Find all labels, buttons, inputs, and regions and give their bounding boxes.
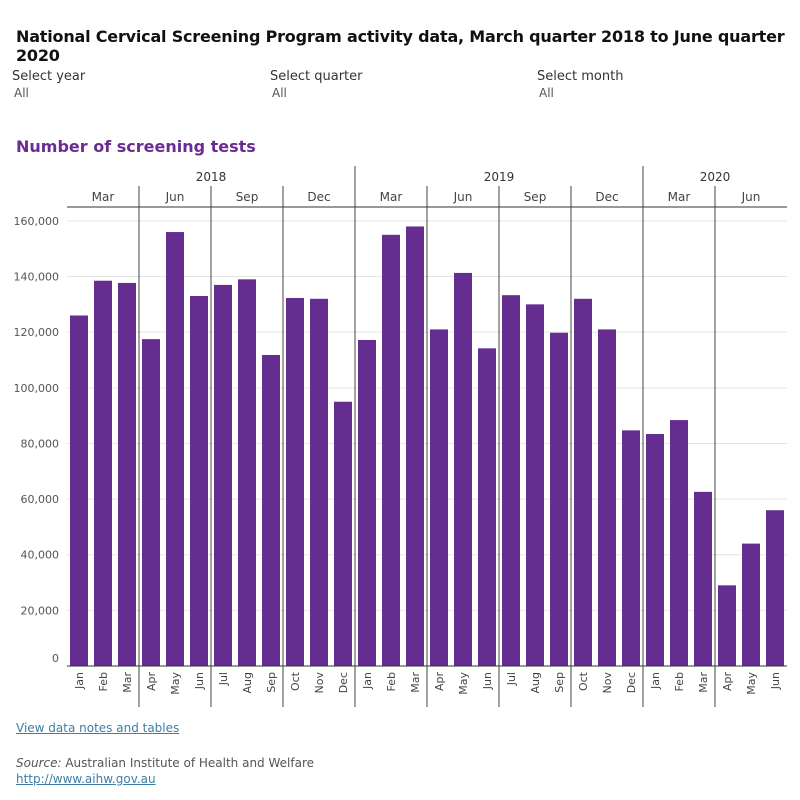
month-label: Mar: [697, 672, 710, 693]
bar: [550, 332, 568, 666]
quarter-filter-value[interactable]: All: [272, 86, 287, 100]
year-label: 2018: [196, 170, 227, 184]
month-label: Nov: [313, 672, 326, 694]
quarter-label: Mar: [668, 190, 691, 204]
bar: [358, 339, 376, 666]
month-filter-label: Select month: [537, 69, 624, 84]
y-tick-label: 160,000: [14, 215, 60, 228]
month-label: Apr: [721, 672, 734, 692]
y-tick-label: 40,000: [21, 549, 60, 562]
bar: [670, 420, 688, 666]
source-line: Source: Australian Institute of Health a…: [16, 756, 314, 770]
y-tick-label: 0: [52, 652, 59, 665]
data-notes-link[interactable]: View data notes and tables: [16, 721, 180, 735]
bar: [694, 491, 712, 666]
bar: [382, 234, 400, 666]
bar: [190, 296, 208, 666]
y-tick-label: 140,000: [14, 271, 60, 284]
page-title: National Cervical Screening Program acti…: [16, 27, 785, 65]
month-label: Feb: [673, 672, 686, 691]
quarter-label: Mar: [92, 190, 115, 204]
month-label: Apr: [433, 672, 446, 692]
bar: [118, 282, 136, 666]
bar: [94, 280, 112, 666]
quarter-label: Dec: [595, 190, 618, 204]
source-text: Australian Institute of Health and Welfa…: [61, 756, 314, 770]
bar: [238, 279, 256, 666]
quarter-label: Jun: [741, 190, 761, 204]
quarter-label: Jun: [453, 190, 473, 204]
quarter-label: Sep: [236, 190, 259, 204]
month-label: Mar: [409, 672, 422, 693]
bar: [286, 297, 304, 666]
bar: [526, 304, 544, 666]
screening-tests-chart: 0 20,000 40,000 60,000 80,000 100,000 120,000 1…: [14, 166, 787, 707]
bar: [214, 284, 232, 666]
month-label: Sep: [265, 672, 278, 693]
year-label: 2020: [700, 170, 731, 184]
month-label: Jan: [649, 672, 662, 690]
year-filter-label: Select year: [12, 69, 86, 84]
month-label: Jul: [505, 672, 518, 686]
bar: [142, 339, 160, 666]
month-label: Oct: [577, 671, 590, 691]
month-label: Jun: [193, 672, 206, 690]
chart-title: Number of screening tests: [16, 137, 256, 156]
bar: [454, 272, 472, 666]
month-label: Feb: [385, 672, 398, 691]
quarter-filter[interactable]: Select quarter All: [270, 69, 490, 100]
month-filter[interactable]: Select month All: [537, 69, 757, 100]
month-label: Dec: [625, 672, 638, 693]
bar: [430, 329, 448, 666]
month-filter-value[interactable]: All: [539, 86, 554, 100]
bar: [718, 585, 736, 666]
month-label: Jun: [481, 672, 494, 690]
bar: [502, 295, 520, 666]
quarter-label: Dec: [307, 190, 330, 204]
month-label: Dec: [337, 672, 350, 693]
month-label: Aug: [241, 672, 254, 693]
bar: [70, 315, 88, 666]
bar: [766, 510, 784, 666]
year-filter[interactable]: Select year All: [12, 69, 232, 100]
quarter-label: Jun: [165, 190, 185, 204]
month-label: Feb: [97, 672, 110, 691]
month-label: Jan: [73, 672, 86, 690]
bar: [310, 298, 328, 666]
quarter-label: Sep: [524, 190, 547, 204]
bar: [574, 298, 592, 666]
month-label: Aug: [529, 672, 542, 693]
month-label: May: [745, 672, 758, 695]
bar: [262, 354, 280, 666]
month-label: May: [169, 672, 182, 695]
y-tick-label: 20,000: [21, 604, 60, 617]
month-label: Jul: [217, 672, 230, 686]
month-label: Nov: [601, 672, 614, 694]
y-tick-label: 120,000: [14, 326, 60, 339]
y-tick-label: 80,000: [21, 437, 60, 450]
quarter-label: Mar: [380, 190, 403, 204]
bar: [478, 348, 496, 666]
bar: [166, 232, 184, 666]
bar: [646, 433, 664, 666]
year-label: 2019: [484, 170, 515, 184]
source-url-link[interactable]: http://www.aihw.gov.au: [16, 772, 156, 786]
bar: [598, 329, 616, 666]
month-label: Oct: [289, 671, 302, 691]
month-label: Jan: [361, 672, 374, 690]
month-label: Jun: [769, 672, 782, 690]
month-label: May: [457, 672, 470, 695]
bar: [622, 430, 640, 666]
bar: [742, 543, 760, 666]
year-filter-value[interactable]: All: [14, 86, 29, 100]
bar: [406, 226, 424, 667]
month-label: Apr: [145, 672, 158, 692]
quarter-filter-label: Select quarter: [270, 69, 363, 84]
month-label: Mar: [121, 672, 134, 693]
source-label: Source:: [16, 756, 62, 770]
y-tick-label: 60,000: [21, 493, 60, 506]
bar: [334, 401, 352, 666]
y-tick-label: 100,000: [14, 382, 60, 395]
month-label: Sep: [553, 672, 566, 693]
